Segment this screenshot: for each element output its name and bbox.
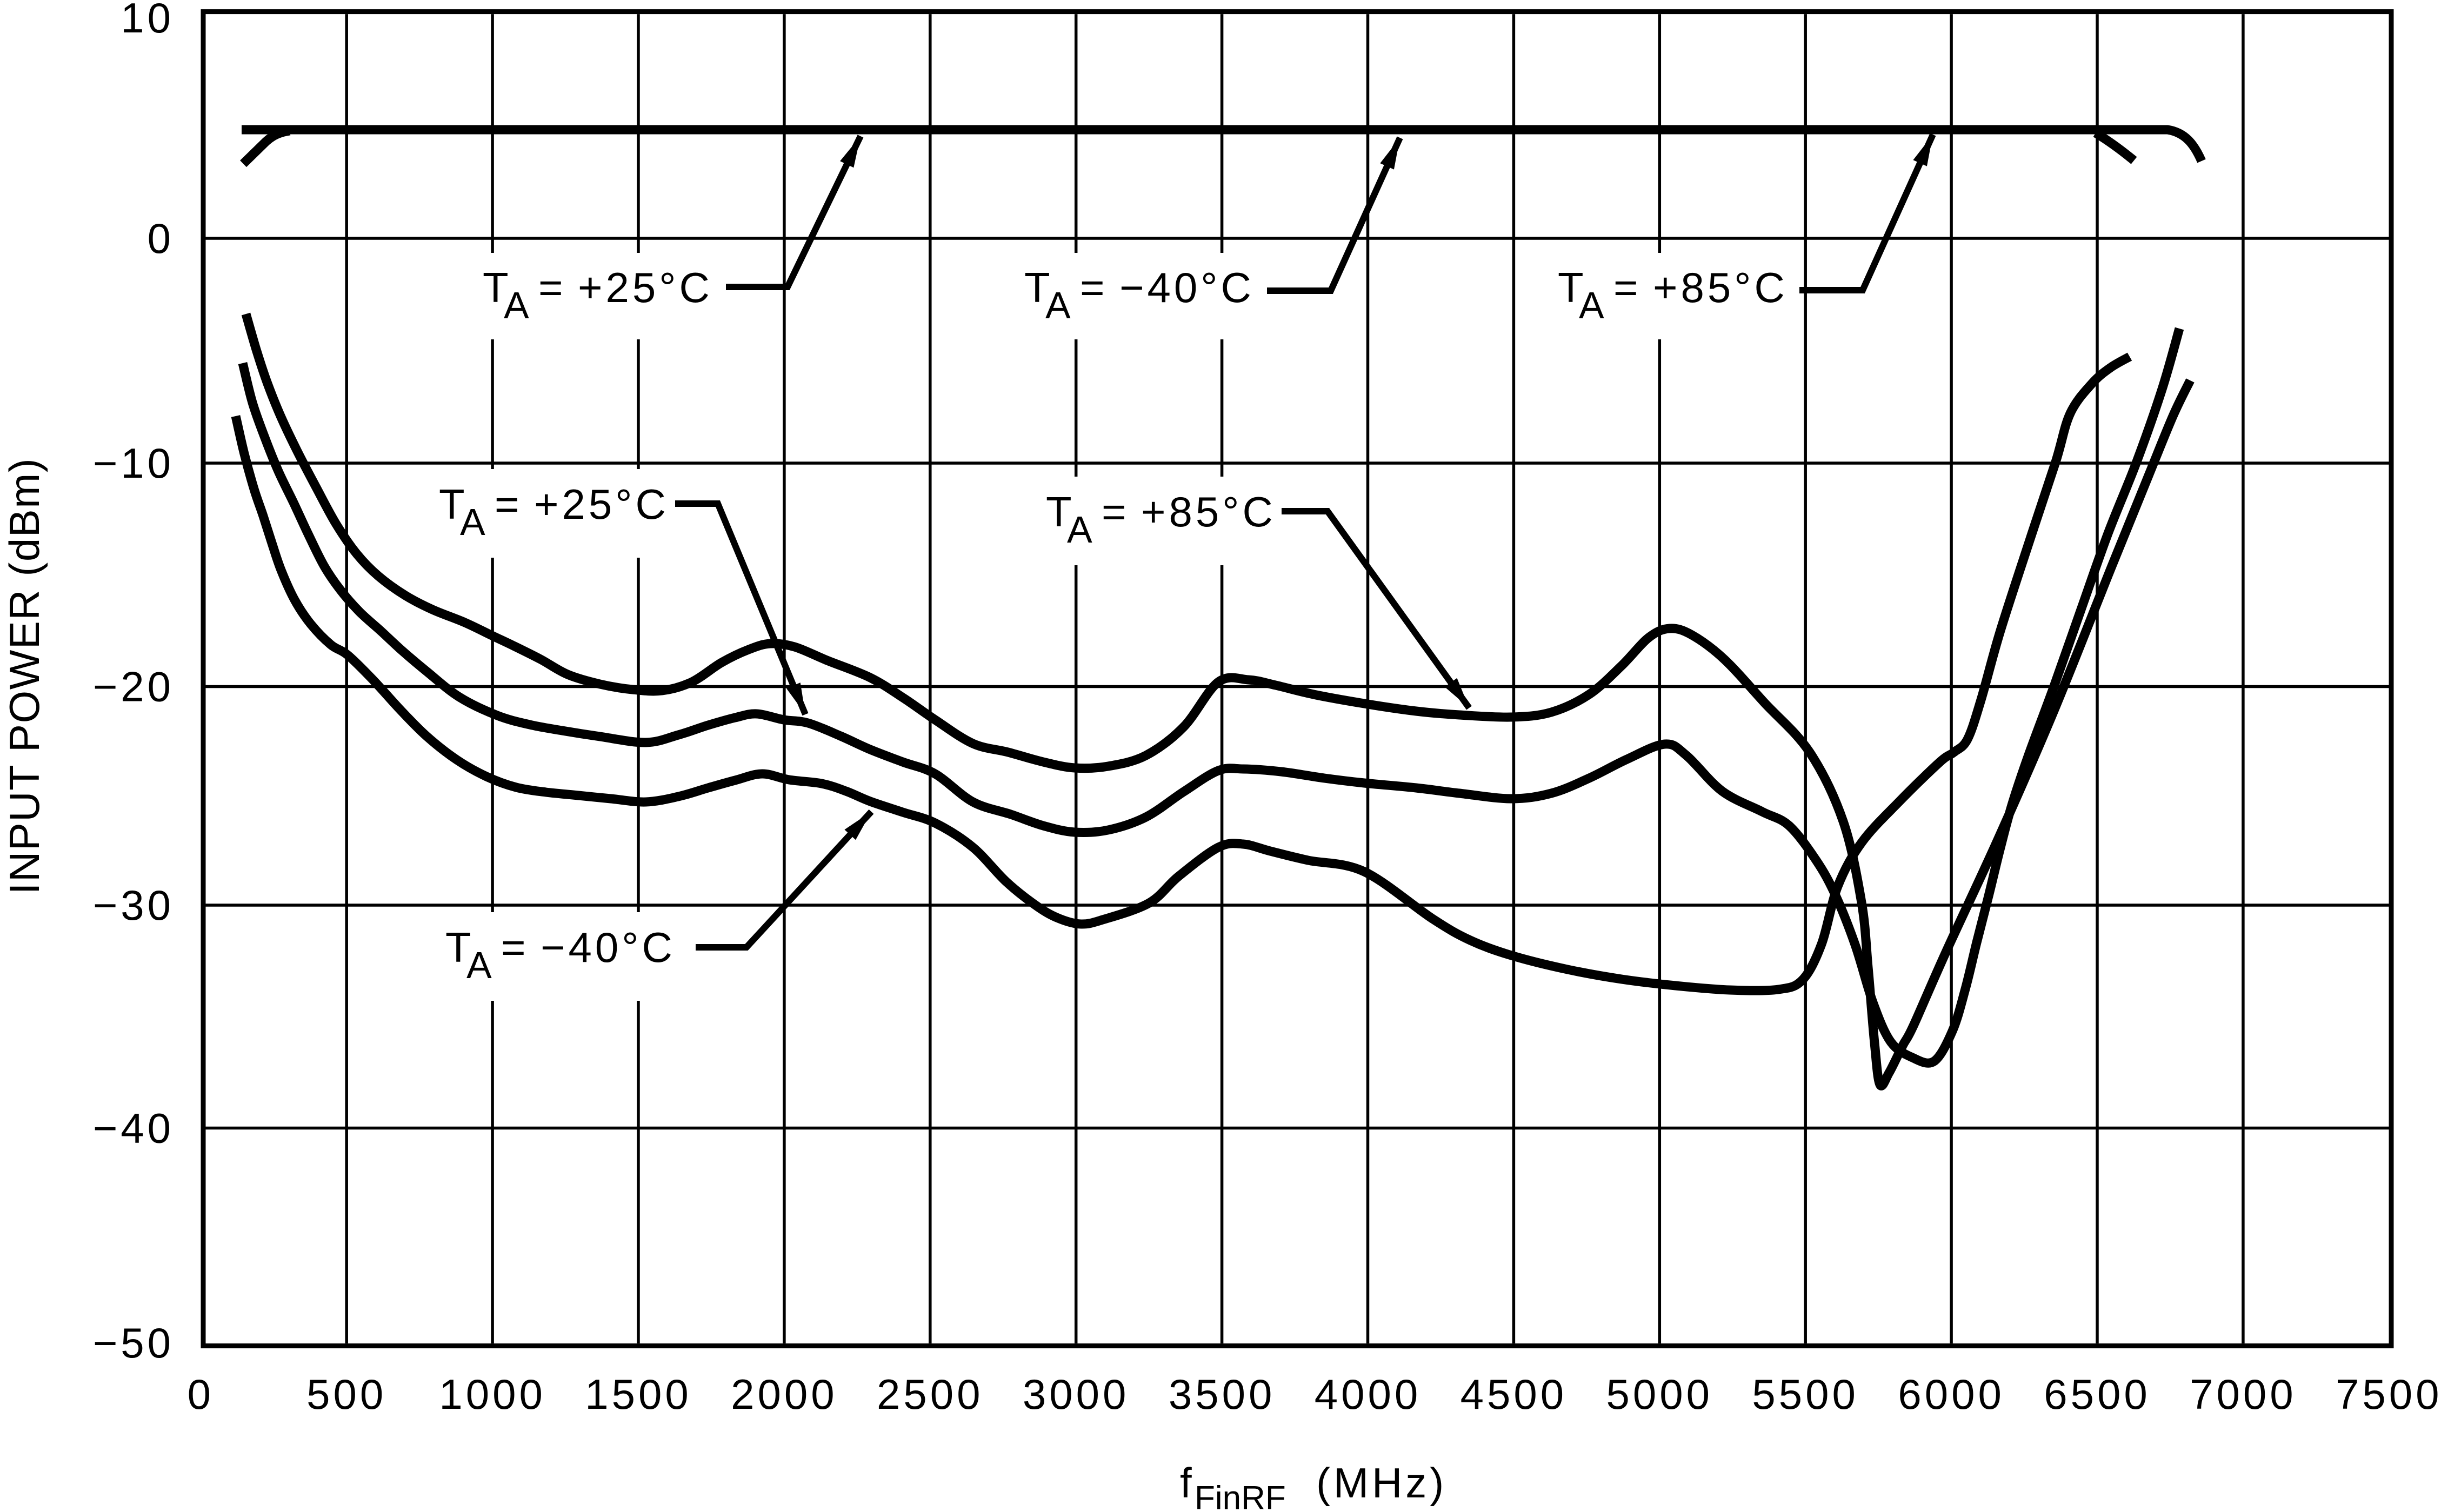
- svg-text:7500: 7500: [2336, 1370, 2441, 1418]
- svg-text:T: T: [1046, 488, 1075, 536]
- svg-text:+25°C: +25°C: [534, 480, 669, 528]
- svg-text:5500: 5500: [1752, 1370, 1859, 1418]
- svg-text:10: 10: [121, 0, 174, 42]
- svg-text:A: A: [504, 284, 532, 326]
- svg-text:−30: −30: [93, 881, 174, 929]
- svg-text:−20: −20: [93, 663, 174, 711]
- svg-text:=: =: [501, 924, 529, 971]
- svg-text:T: T: [439, 480, 468, 528]
- svg-text:5000: 5000: [1606, 1370, 1713, 1418]
- svg-text:−40°C: −40°C: [1119, 264, 1255, 311]
- svg-text:=: =: [495, 480, 523, 528]
- svg-text:0: 0: [148, 215, 174, 262]
- svg-text:−50: −50: [93, 1319, 174, 1367]
- svg-text:6000: 6000: [1898, 1370, 2005, 1418]
- svg-text:=: =: [1613, 264, 1642, 311]
- svg-text:1000: 1000: [439, 1370, 546, 1418]
- svg-text:2000: 2000: [731, 1370, 838, 1418]
- svg-text:A: A: [1067, 509, 1096, 551]
- svg-text:T: T: [445, 924, 475, 971]
- svg-text:4000: 4000: [1315, 1370, 1422, 1418]
- svg-text:FinRF: FinRF: [1195, 1480, 1286, 1512]
- svg-text:+85°C: +85°C: [1653, 264, 1788, 311]
- svg-text:1500: 1500: [585, 1370, 692, 1418]
- svg-text:+25°C: +25°C: [578, 264, 713, 311]
- svg-text:A: A: [1045, 284, 1074, 326]
- svg-text:T: T: [483, 264, 512, 311]
- svg-text:3000: 3000: [1023, 1370, 1130, 1418]
- svg-text:A: A: [466, 944, 495, 986]
- svg-text:+85°C: +85°C: [1141, 488, 1276, 536]
- svg-text:6500: 6500: [2044, 1370, 2151, 1418]
- svg-text:(MHz): (MHz): [1316, 1459, 1447, 1507]
- svg-text:A: A: [460, 501, 489, 543]
- svg-text:=: =: [1102, 488, 1130, 536]
- svg-text:A: A: [1579, 284, 1608, 326]
- svg-text:500: 500: [306, 1370, 386, 1418]
- svg-text:=: =: [538, 264, 566, 311]
- svg-text:T: T: [1558, 264, 1587, 311]
- svg-text:INPUT POWER (dBm): INPUT POWER (dBm): [1, 458, 48, 894]
- svg-text:7000: 7000: [2190, 1370, 2297, 1418]
- svg-text:4500: 4500: [1460, 1370, 1568, 1418]
- svg-text:f: f: [1180, 1459, 1195, 1507]
- svg-text:−10: −10: [93, 439, 174, 487]
- svg-text:−40°C: −40°C: [541, 924, 676, 971]
- svg-text:T: T: [1024, 264, 1053, 311]
- svg-text:0: 0: [188, 1370, 214, 1418]
- svg-text:=: =: [1080, 264, 1108, 311]
- svg-text:3500: 3500: [1169, 1370, 1276, 1418]
- svg-text:2500: 2500: [877, 1370, 984, 1418]
- svg-text:−40: −40: [93, 1105, 174, 1152]
